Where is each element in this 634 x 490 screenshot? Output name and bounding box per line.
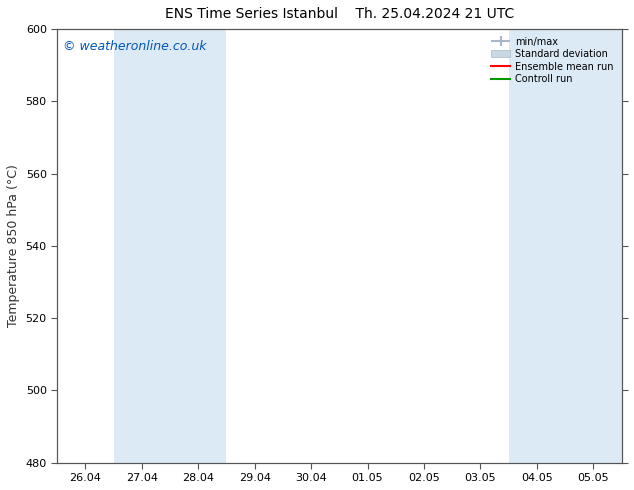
Bar: [170, 29, 226, 463]
Text: © weatheronline.co.uk: © weatheronline.co.uk: [63, 40, 206, 53]
Bar: [113, 29, 170, 463]
Bar: [565, 29, 621, 463]
Y-axis label: Temperature 850 hPa (°C): Temperature 850 hPa (°C): [7, 165, 20, 327]
Legend: min/max, Standard deviation, Ensemble mean run, Controll run: min/max, Standard deviation, Ensemble me…: [488, 34, 617, 87]
Title: ENS Time Series Istanbul    Th. 25.04.2024 21 UTC: ENS Time Series Istanbul Th. 25.04.2024 …: [165, 7, 514, 21]
Bar: [508, 29, 565, 463]
Bar: [621, 29, 634, 463]
